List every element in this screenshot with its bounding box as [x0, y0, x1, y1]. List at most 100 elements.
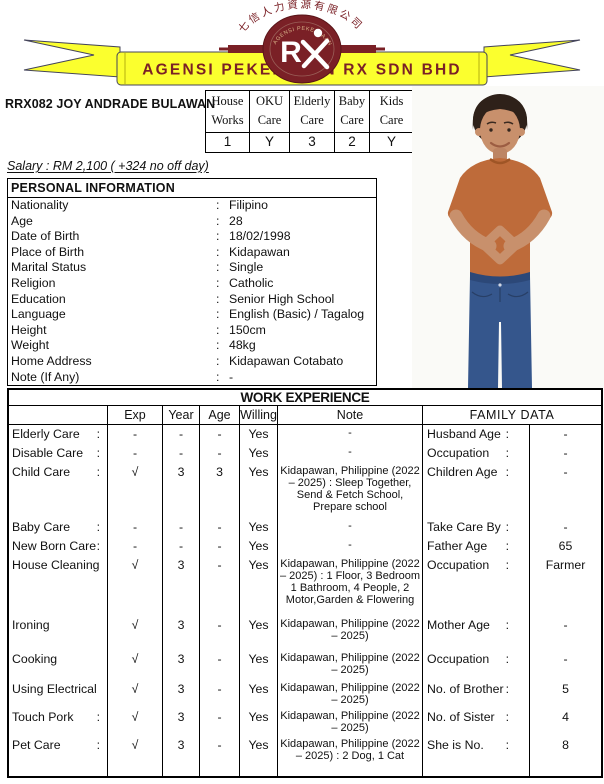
personal-information-rows: Nationality: Filipino Age:28 Date of Birth:… — [8, 198, 376, 385]
field-colon: : — [216, 338, 220, 353]
exp-cell: √ — [107, 463, 162, 518]
skills-table: House Works OKU Care Elderly Care Baby Care Kids… — [205, 90, 414, 153]
family-label: Father Age — [427, 539, 488, 553]
family-value-cell: - — [529, 650, 601, 680]
skill-column-header: Elderly Care — [289, 91, 334, 133]
logo-right-bar-tip — [376, 47, 385, 51]
skill-name-cell: Baby Care: — [9, 518, 107, 537]
skill-value: Y — [249, 133, 289, 152]
family-colon: : — [505, 446, 509, 460]
family-value-cell: - — [529, 616, 601, 650]
header-family-data: FAMILY DATA — [422, 406, 601, 424]
exp-cell: - — [107, 537, 162, 556]
skill-value: 3 — [289, 133, 334, 152]
willing-cell: Yes — [239, 518, 277, 537]
family-colon: : — [505, 682, 509, 696]
work-experience-row: Using Electrical √ 3- Yes Kidapawan, Philipp… — [9, 680, 601, 708]
willing-cell: Yes — [239, 680, 277, 708]
field-label: Note (If Any) — [11, 369, 80, 384]
exp-cell: - — [107, 518, 162, 537]
personal-info-row: Home Address: Kidapawan Cotabato — [8, 354, 376, 370]
rx-logo-badge — [262, 14, 342, 84]
age-cell: - — [199, 736, 239, 776]
skill-header-line2: Care — [257, 113, 282, 127]
field-value: 48kg — [229, 338, 256, 353]
exp-cell: √ — [107, 650, 162, 680]
age-cell: 3 — [199, 463, 239, 518]
skill-name: House Cleaning — [12, 558, 100, 572]
ribbon-right-tail — [483, 39, 581, 78]
skill-column-header: House Works — [206, 91, 249, 133]
work-experience-row: Child Care: √ 3 3 Yes Kidapawan, Philippine (… — [9, 463, 601, 518]
field-colon: : — [216, 198, 220, 212]
year-cell: - — [162, 444, 199, 463]
family-label: Children Age — [427, 465, 498, 479]
age-cell: - — [199, 425, 239, 444]
willing-cell: Yes — [239, 708, 277, 736]
note-cell: - — [277, 537, 422, 556]
field-label: Language — [11, 307, 66, 322]
willing-cell: Yes — [239, 650, 277, 680]
field-value: - — [229, 369, 234, 384]
year-cell: - — [162, 537, 199, 556]
age-cell: - — [199, 518, 239, 537]
skill-name: Ironing — [12, 618, 50, 632]
field-value: 150cm — [229, 322, 266, 337]
age-cell: - — [199, 537, 239, 556]
family-value-cell: Farmer — [529, 556, 601, 616]
family-label-cell: Husband Age: — [422, 425, 529, 444]
skill-colon: : — [96, 738, 100, 752]
family-label-cell: Occupation: — [422, 556, 529, 616]
personal-information-box: PERSONAL INFORMATION Nationality: Filipin… — [7, 178, 377, 387]
skill-name: Pet Care — [12, 738, 61, 752]
family-label: No. of Sister — [427, 710, 495, 724]
header-exp: Exp — [107, 406, 162, 424]
year-cell: 3 — [162, 463, 199, 518]
willing-cell: Yes — [239, 463, 277, 518]
work-experience-row: Elderly Care: - - - Yes - Husband Age: - — [9, 425, 601, 444]
family-value-cell: - — [529, 425, 601, 444]
skill-header-line1: Baby — [338, 94, 366, 108]
logo-right-bar — [340, 45, 376, 53]
field-label: Religion — [11, 275, 56, 290]
field-value: Kidapawan — [229, 244, 290, 259]
age-cell: - — [199, 556, 239, 616]
skill-value: Y — [369, 133, 413, 152]
work-experience-row: Baby Care: - - - Yes - Take Care By: - — [9, 518, 601, 537]
skill-value: 2 — [334, 133, 369, 152]
skill-name: New Born Care — [12, 539, 97, 553]
willing-cell: Yes — [239, 537, 277, 556]
willing-cell: Yes — [239, 616, 277, 650]
personal-info-row: Language: English (Basic) / Tagalog — [8, 307, 376, 323]
field-colon: : — [216, 260, 220, 275]
field-colon: : — [216, 275, 220, 290]
note-cell: Kidapawan, Philippine (2022 – 2025) : 2 … — [277, 736, 422, 776]
field-colon: : — [216, 213, 220, 228]
personal-info-row: Education: Senior High School — [8, 292, 376, 308]
skill-colon: : — [96, 446, 100, 460]
person-illustration — [447, 94, 553, 388]
header-age: Age — [199, 406, 239, 424]
family-value-cell: - — [529, 463, 601, 518]
note-cell: Kidapawan, Philippine (2022 – 2025) — [277, 650, 422, 680]
personal-info-row: Religion: Catholic — [8, 276, 376, 292]
work-experience-body: Elderly Care: - - - Yes - Husband Age: - Disable… — [9, 425, 601, 776]
family-label-cell: Occupation: — [422, 650, 529, 680]
work-experience-row: House Cleaning √ 3- Yes Kidapawan, Philippin… — [9, 556, 601, 616]
note-cell: - — [277, 518, 422, 537]
age-cell: - — [199, 708, 239, 736]
age-cell: - — [199, 650, 239, 680]
skill-name-cell: Pet Care: — [9, 736, 107, 776]
skill-header-line1: Elderly — [293, 94, 331, 108]
family-label-cell: Mother Age: — [422, 616, 529, 650]
skill-header-line1: Kids — [379, 94, 404, 108]
work-experience-row: New Born Care: - - - Yes - Father Age:65 — [9, 537, 601, 556]
personal-info-row: Note (If Any): - — [8, 370, 376, 386]
skill-name: Touch Pork — [12, 710, 74, 724]
note-cell: Kidapawan, Philippine (2022 – 2025) : 1 … — [277, 556, 422, 616]
family-colon: : — [505, 652, 509, 666]
work-experience-title: WORK EXPERIENCE — [9, 390, 601, 406]
work-experience-row: Cooking √ 3- Yes Kidapawan, Philippine (2022… — [9, 650, 601, 680]
skill-name-cell: New Born Care: — [9, 537, 107, 556]
